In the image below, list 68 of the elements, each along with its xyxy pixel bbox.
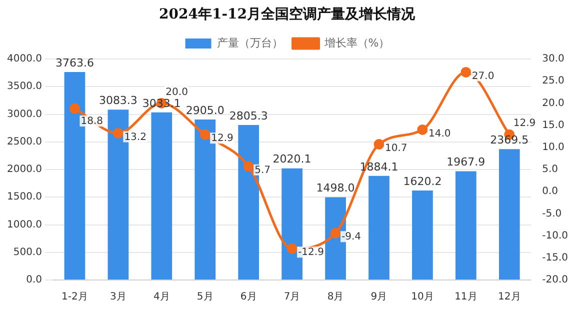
- point: [460, 67, 472, 78]
- x-tick-label: 10月: [411, 292, 434, 303]
- point: [243, 161, 254, 172]
- point: [330, 228, 341, 238]
- y2-tick-label: -20.0: [542, 274, 568, 286]
- point: [112, 128, 124, 139]
- data-label: -9.4: [342, 232, 362, 243]
- point: [200, 129, 210, 140]
- data-label: 3763.6: [55, 56, 94, 70]
- data-label: 12.9: [513, 118, 536, 130]
- y2-tick-label: 30.0: [542, 54, 564, 65]
- y2-tick-label: -15.0: [542, 252, 568, 264]
- y-tick-label: 3500.0: [6, 81, 42, 92]
- bar: [412, 190, 433, 280]
- data-label: 2905.0: [186, 104, 224, 117]
- legend-label: 产量（万台）: [216, 36, 283, 50]
- data-label: -12.9: [298, 247, 324, 258]
- legend-label: 增长率（%）: [323, 36, 390, 50]
- x-tick-label: 9月: [370, 292, 388, 303]
- x-tick-label: 4月: [153, 292, 170, 303]
- data-label: 12.9: [211, 133, 234, 144]
- y2-tick-label: 25.0: [542, 76, 564, 87]
- point: [286, 243, 298, 254]
- y-tick-label: 2000.0: [6, 164, 42, 176]
- bar: [151, 112, 172, 280]
- data-label: 3083.3: [98, 94, 138, 108]
- point: [374, 139, 384, 150]
- y2-tick-label: 10.0: [542, 142, 564, 153]
- y2-tick-label: 5.0: [542, 164, 558, 176]
- data-label: 13.2: [124, 132, 146, 143]
- data-label: 27.0: [472, 70, 494, 82]
- data-label: 5.7: [254, 165, 270, 176]
- bar: [455, 171, 476, 280]
- y2-tick-label: -10.0: [542, 230, 568, 242]
- bar: [368, 176, 390, 280]
- data-label: 2805.3: [229, 109, 268, 122]
- y-tick-label: 4000.0: [6, 54, 42, 65]
- data-label: 2020.1: [272, 152, 312, 166]
- y-tick-label: 1500.0: [6, 192, 42, 203]
- x-tick-label: 5月: [196, 292, 214, 303]
- y-tick-label: 500.0: [13, 246, 42, 258]
- data-label: 18.8: [80, 116, 103, 128]
- data-label: 2369.5: [490, 133, 529, 146]
- data-label: 1620.2: [403, 174, 442, 188]
- y2-tick-label: 15.0: [542, 120, 564, 131]
- y2-tick-label: 20.0: [542, 98, 564, 109]
- y-tick-label: 0.0: [26, 274, 42, 286]
- y2-tick-label: 0.0: [542, 186, 558, 198]
- y-tick-label: 3000.0: [6, 108, 42, 120]
- y-tick-label: 2500.0: [6, 136, 42, 148]
- data-label: 1967.9: [446, 156, 486, 169]
- x-tick-label: 12月: [498, 292, 521, 303]
- bar: [498, 149, 520, 280]
- data-label: 10.7: [384, 142, 408, 154]
- x-tick-label: 6月: [240, 292, 257, 303]
- data-label: 20.0: [166, 86, 188, 98]
- y2-tick-label: -5.0: [542, 208, 562, 220]
- data-label: 1498.0: [316, 182, 355, 195]
- x-tick-label: 1-2月: [62, 292, 88, 303]
- point: [417, 124, 428, 135]
- x-tick-label: 11月: [454, 292, 478, 303]
- x-tick-label: 8月: [327, 292, 344, 303]
- chart-title: 2024年1-12月全国空调产量及增长情况: [159, 6, 416, 23]
- x-tick-label: 3月: [110, 292, 126, 303]
- data-label: 14.0: [428, 128, 451, 140]
- y-tick-label: 1000.0: [6, 219, 42, 230]
- point: [69, 103, 80, 114]
- x-tick-label: 7月: [284, 292, 300, 303]
